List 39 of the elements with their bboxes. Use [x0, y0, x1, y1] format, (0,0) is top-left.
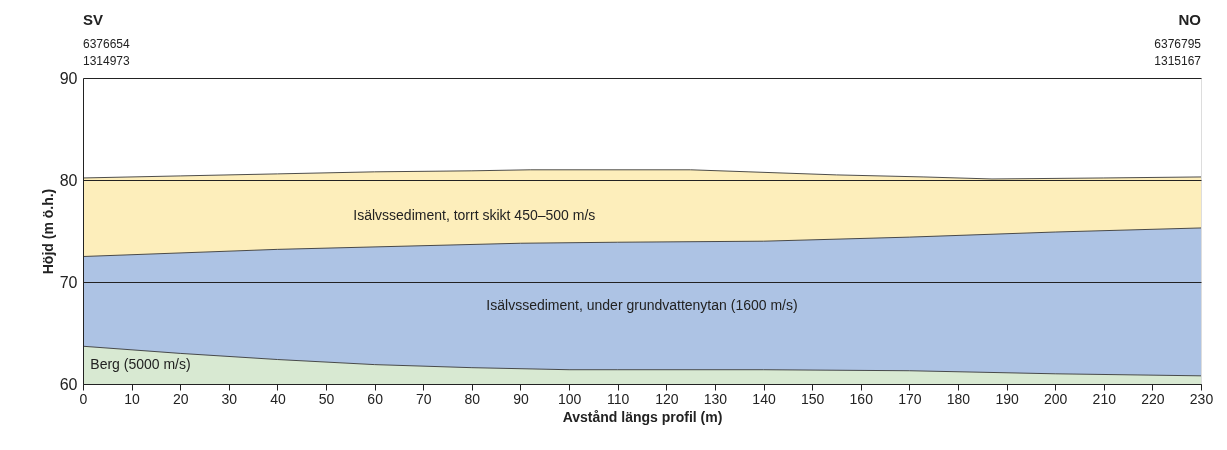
- text: 6376654: [83, 37, 131, 51]
- y-tick-label: 80: [59, 171, 78, 189]
- x-tick-label: 230: [1189, 390, 1214, 407]
- y-axis-title: Höjd (m ö.h.): [39, 188, 56, 275]
- y-tick-label: 60: [59, 375, 78, 393]
- x-tick-label: 50: [318, 390, 335, 407]
- x-tick-label: 80: [464, 390, 481, 407]
- x-tick-label: 220: [1141, 390, 1165, 407]
- x-tick-label: 60: [367, 390, 384, 407]
- x-tick-label: 30: [221, 390, 238, 407]
- series-label: Isälvssediment, under grundvattenytan (1600 m/s): [486, 296, 798, 313]
- series-label: Berg (5000 m/s): [90, 356, 191, 373]
- x-tick-label: 190: [995, 390, 1019, 407]
- text: 1314973: [83, 54, 131, 68]
- text: 6376795: [1154, 37, 1202, 51]
- x-tick-label: 170: [898, 390, 922, 407]
- x-tick-label: 160: [849, 390, 874, 407]
- x-tick-label: 10: [124, 390, 141, 407]
- x-tick-label: 200: [1043, 390, 1068, 407]
- x-tick-label: 40: [270, 390, 286, 407]
- y-tick-label: 70: [59, 273, 78, 291]
- text: 1315167: [1154, 54, 1202, 68]
- x-tick-label: 110: [607, 390, 630, 407]
- x-tick-label: 90: [513, 390, 529, 407]
- y-tick-label: 90: [59, 69, 78, 87]
- text: SV: [83, 11, 104, 28]
- x-tick-label: 70: [415, 390, 432, 407]
- x-tick-label: 180: [946, 390, 971, 407]
- x-tick-label: 150: [800, 390, 825, 407]
- x-tick-label: 140: [752, 390, 776, 407]
- x-tick-label: 120: [655, 390, 679, 407]
- x-tick-label: 100: [557, 390, 582, 407]
- series-label: Isälvssediment, torrt skikt 450–500 m/s: [353, 206, 596, 223]
- x-tick-label: 210: [1092, 390, 1117, 407]
- x-tick-label: 0: [79, 390, 88, 407]
- x-tick-label: 20: [172, 390, 189, 407]
- x-axis-title: Avstånd längs profil (m): [562, 408, 723, 425]
- x-tick-label: 130: [703, 390, 728, 407]
- text: NO: [1178, 11, 1202, 28]
